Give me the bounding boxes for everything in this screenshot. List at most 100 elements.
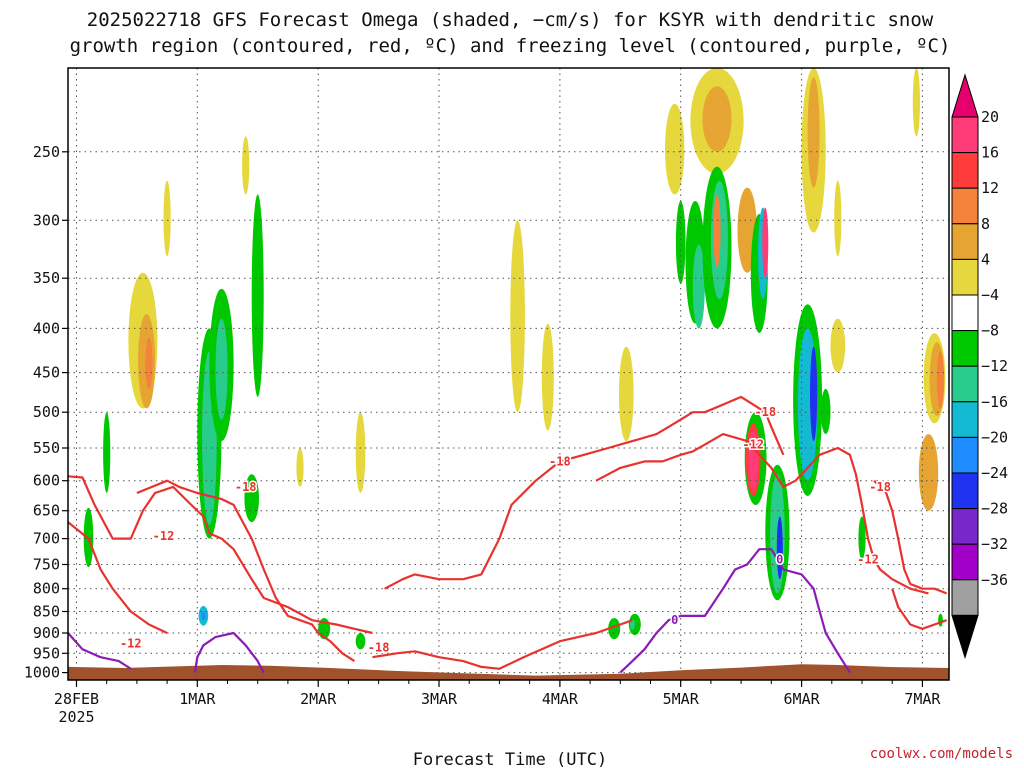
plot-area: -12 -12 -18 -18 -18 -18 -12 -18 -12 0 0 [67, 67, 950, 681]
omega-shade-51 [830, 318, 846, 373]
y-tick-label-800: 800 [33, 580, 60, 598]
contour-label-2: -18 [235, 480, 257, 494]
omega-shade-53 [912, 68, 921, 137]
colorbar-label-4: 4 [981, 250, 990, 268]
omega-shade-33 [713, 194, 721, 268]
omega-shade-28 [702, 86, 732, 152]
omega-shade-9 [215, 318, 228, 420]
dgz-contour-7 [891, 588, 947, 630]
colorbar-swatch-4 [951, 258, 979, 296]
y-tick-label-550: 550 [33, 439, 60, 457]
colorbar-swatch-3 [951, 223, 979, 260]
terrain-fill [68, 664, 949, 680]
freezing-level-contour-10 [619, 548, 851, 674]
x-tick-sublabel-0: 2025 [58, 708, 94, 726]
omega-shade-11 [201, 611, 206, 621]
omega-shade-49 [807, 77, 820, 188]
omega-shade-18 [355, 633, 366, 650]
omega-shade-15 [296, 448, 304, 487]
omega-shade-21 [619, 346, 634, 442]
y-tick-label-300: 300 [33, 211, 60, 229]
colorbar-label-9: −20 [981, 428, 1008, 446]
x-tick-label-1: 1MAR [179, 690, 216, 708]
colorbar-swatch-9 [951, 436, 979, 474]
y-tick-label-1000: 1000 [24, 664, 60, 682]
omega-shade-47 [820, 388, 831, 435]
colorbar-swatch-5 [951, 294, 979, 332]
dgz-contour-4 [384, 395, 785, 590]
colorbar-swatch-1 [951, 152, 979, 189]
colorbar-label-0: 20 [981, 108, 999, 126]
colorbar-swatch-10 [951, 472, 979, 510]
colorbar: 20 16 12 8 4 −4 −8 −12 −16 −20 −24 −28 −32 −36 [951, 73, 1008, 660]
colorbar-label-6: −8 [981, 322, 999, 340]
contour-label-4: -18 [549, 454, 571, 468]
contour-label-6: -12 [742, 438, 764, 452]
colorbar-label-13: −36 [981, 571, 1008, 589]
x-tick-label-6: 6MAR [784, 690, 821, 708]
colorbar-swatch-12 [951, 543, 979, 581]
x-tick-label-5: 5MAR [663, 690, 700, 708]
omega-shade-52 [858, 516, 866, 560]
dgz-contour-2 [136, 479, 355, 663]
y-tick-label-900: 900 [33, 624, 60, 642]
contour-label-3: -18 [368, 640, 390, 654]
contour-label-0: -12 [153, 529, 175, 543]
chart-title-line-2: growth region (contoured, red, ºC) and f… [70, 35, 951, 57]
omega-shade-12 [244, 474, 259, 523]
omega-shade-50 [834, 180, 842, 257]
colorbar-top-arrow [951, 73, 979, 118]
omega-shade-58 [938, 613, 943, 627]
omega-shade-2 [145, 337, 153, 389]
colorbar-swatch-13 [951, 579, 979, 616]
y-tick-label-650: 650 [33, 502, 60, 520]
omega-shade-56 [936, 351, 945, 409]
colorbar-swatch-7 [951, 365, 979, 403]
y-tick-label-500: 500 [33, 403, 60, 421]
colorbar-label-1: 16 [981, 144, 999, 162]
x-axis-label: Forecast Time (UTC) [413, 750, 607, 768]
omega-shade-19 [510, 220, 525, 413]
plot-frame [67, 67, 950, 681]
omega-shade-16 [355, 412, 366, 493]
contour-lines [67, 395, 947, 674]
colorbar-swatch-2 [951, 187, 979, 225]
contour-label-10: 0 [776, 553, 783, 567]
omega-shade-4 [103, 412, 111, 493]
credit-link[interactable]: coolwx.com/models [870, 746, 1013, 762]
omega-shade-30 [692, 244, 705, 329]
omega-shade-14 [242, 136, 250, 195]
colorbar-label-12: −32 [981, 535, 1008, 553]
colorbar-label-2: 12 [981, 179, 999, 197]
y-tick-label-250: 250 [33, 143, 60, 161]
terrain-area [68, 664, 949, 680]
y-tick-label-450: 450 [33, 364, 60, 382]
contour-label-9: 0 [671, 613, 678, 627]
chart-title-line-1: 2025022718 GFS Forecast Omega (shaded, −… [87, 9, 934, 31]
y-tick-label-600: 600 [33, 472, 60, 490]
freezing-level-contour-9 [193, 631, 265, 674]
colorbar-swatch-8 [951, 401, 979, 438]
dgz-contour-1 [67, 521, 168, 634]
omega-shade-20 [541, 323, 554, 431]
y-tick-label-950: 950 [33, 644, 60, 662]
colorbar-swatch-0 [951, 116, 979, 154]
omega-shade-24 [608, 618, 621, 640]
y-axis: 250 300 350 400 450 500 550 600 650 700 750 800 850 9… [24, 143, 68, 682]
omega-shade-3 [163, 180, 171, 257]
colorbar-bottom-arrow [951, 614, 979, 660]
omega-shade-25 [665, 103, 685, 195]
dgz-contour-6 [873, 479, 947, 595]
dgz-contour-3 [372, 619, 633, 670]
y-tick-label-350: 350 [33, 269, 60, 287]
contour-label-5: -18 [754, 405, 776, 419]
colorbar-swatch-11 [951, 508, 979, 545]
x-tick-label-3: 3MAR [421, 690, 458, 708]
y-tick-label-700: 700 [33, 530, 60, 548]
omega-shade-46 [810, 346, 818, 442]
x-tick-label-7: 7MAR [904, 690, 941, 708]
y-tick-label-850: 850 [33, 603, 60, 621]
x-tick-label-2: 2MAR [300, 690, 337, 708]
